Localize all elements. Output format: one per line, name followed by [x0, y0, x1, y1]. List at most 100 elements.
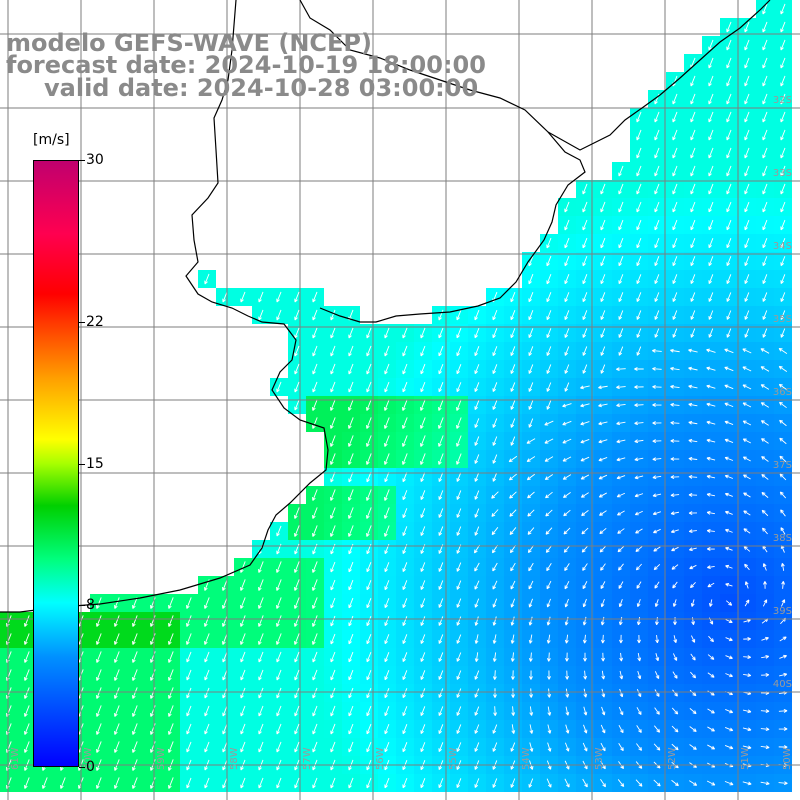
- wind-arrow: [276, 381, 282, 393]
- wind-arrow: [510, 382, 516, 392]
- wind-arrow: [760, 420, 769, 426]
- wind-arrow: [330, 471, 336, 483]
- wind-arrow: [725, 637, 733, 642]
- wind-arrow: [742, 366, 752, 372]
- wind-arrow: [420, 435, 426, 447]
- wind-arrow: [725, 600, 733, 606]
- wind-arrow: [581, 545, 589, 553]
- wind-arrow: [420, 381, 426, 393]
- wind-arrow: [690, 328, 696, 338]
- wind-arrow: [636, 256, 642, 267]
- wind-arrow: [616, 510, 625, 516]
- wind-arrow: [744, 147, 750, 159]
- wind-arrow: [529, 706, 534, 716]
- wind-arrow: [186, 597, 192, 609]
- wind-arrow: [690, 201, 696, 213]
- wind-arrow: [491, 509, 499, 517]
- wind-arrow: [708, 111, 714, 123]
- wind-arrow: [671, 564, 679, 570]
- wind-arrow: [708, 274, 714, 285]
- wind-arrow: [726, 256, 732, 267]
- latitude-label: 40S: [773, 679, 792, 690]
- wind-arrow: [726, 201, 732, 213]
- wind-arrow: [672, 328, 678, 338]
- latitude-label: 32S: [773, 95, 792, 106]
- wind-arrow: [348, 345, 354, 357]
- wind-arrow: [601, 670, 606, 680]
- wind-arrow: [652, 421, 662, 425]
- wind-arrow: [726, 292, 732, 302]
- wind-arrow: [456, 634, 462, 644]
- wind-arrow: [96, 669, 102, 681]
- wind-arrow: [330, 561, 336, 573]
- wind-arrow: [690, 238, 696, 249]
- wind-arrow: [742, 727, 752, 732]
- wind-arrow: [724, 384, 734, 390]
- wind-arrow: [474, 436, 480, 446]
- wind-arrow: [779, 419, 787, 427]
- wind-arrow: [24, 651, 30, 663]
- wind-arrow: [276, 291, 282, 303]
- wind-arrow: [545, 527, 553, 535]
- wind-arrow: [618, 724, 624, 734]
- wind-arrow: [653, 725, 661, 733]
- wind-arrow: [654, 328, 660, 338]
- wind-arrow: [366, 651, 372, 663]
- wind-arrow: [725, 619, 733, 624]
- wind-arrow: [420, 616, 426, 626]
- wind-arrow: [565, 652, 569, 662]
- wind-arrow: [420, 508, 426, 518]
- wind-arrow: [565, 706, 570, 716]
- wind-arrow: [600, 742, 606, 752]
- wind-arrow: [114, 633, 120, 645]
- wind-arrow: [168, 723, 174, 735]
- wind-arrow: [204, 597, 210, 609]
- wind-arrow: [636, 599, 641, 608]
- wind-arrow: [474, 652, 479, 662]
- wind-arrow: [366, 489, 372, 501]
- wind-arrow: [564, 292, 570, 303]
- wind-arrow: [690, 671, 697, 679]
- wind-arrow: [366, 597, 372, 609]
- wind-arrow: [384, 327, 390, 339]
- wind-arrow: [366, 363, 372, 375]
- wind-arrow: [294, 561, 300, 573]
- wind-arrow: [366, 705, 372, 717]
- wind-arrow: [762, 111, 768, 123]
- wind-arrow: [420, 453, 426, 465]
- wind-arrow: [671, 546, 679, 552]
- wind-arrow: [366, 777, 372, 789]
- wind-arrow: [529, 688, 534, 698]
- wind-arrow: [708, 328, 714, 338]
- wind-arrow: [240, 615, 246, 627]
- wind-arrow: [564, 346, 570, 356]
- wind-arrow: [761, 438, 769, 444]
- wind-arrow: [779, 491, 787, 499]
- colorbar-tick-label: 22: [86, 313, 104, 330]
- wind-arrow: [654, 292, 660, 302]
- wind-arrow: [600, 364, 606, 374]
- coastline-north: [299, 0, 586, 323]
- wind-arrow: [582, 616, 587, 626]
- wind-arrow: [492, 328, 498, 339]
- wind-arrow: [780, 509, 786, 517]
- wind-arrow: [688, 348, 698, 353]
- wind-arrow: [652, 403, 662, 407]
- wind-arrow: [598, 421, 608, 426]
- wind-arrow: [546, 237, 552, 249]
- wind-arrow: [546, 364, 552, 374]
- wind-arrows: [6, 3, 788, 789]
- wind-arrow: [330, 381, 336, 393]
- wind-arrow: [724, 745, 734, 750]
- longitude-label: 58W: [229, 747, 240, 770]
- wind-arrow: [456, 706, 462, 716]
- wind-arrow: [636, 689, 642, 698]
- wind-arrow: [706, 547, 715, 551]
- wind-arrow: [24, 723, 30, 735]
- wind-arrow: [582, 742, 588, 752]
- wind-arrow: [528, 328, 534, 339]
- wind-arrow: [562, 403, 572, 408]
- wind-arrow: [761, 474, 769, 480]
- wind-arrow: [312, 687, 318, 699]
- wind-arrow: [708, 599, 713, 607]
